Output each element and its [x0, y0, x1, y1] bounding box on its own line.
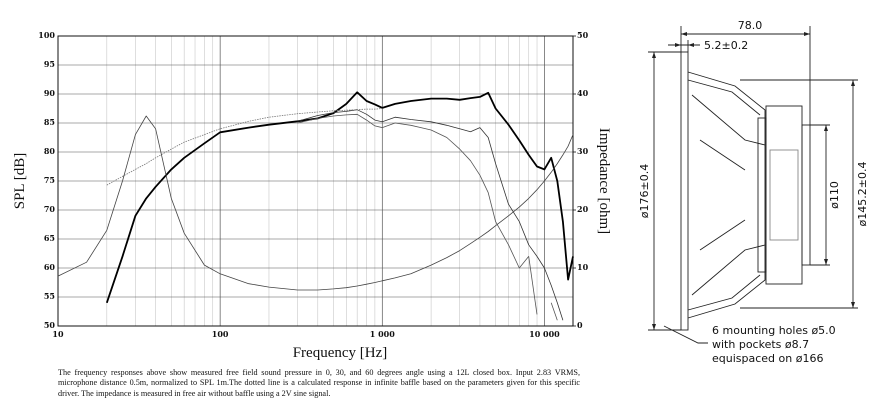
driver-drawing — [648, 26, 858, 344]
pole — [769, 149, 799, 241]
y2-tick-label: 0 — [577, 320, 583, 330]
y2-tick-label: 40 — [577, 88, 589, 98]
x-tick-label: 10 — [52, 329, 64, 339]
depth-label: 78.0 — [738, 19, 763, 32]
back-plate — [801, 124, 811, 266]
flange — [680, 51, 689, 331]
basket — [687, 71, 766, 319]
series-line — [105, 91, 574, 304]
mounting-note: 6 mounting holes ø5.0 — [712, 324, 836, 337]
y-tick-label: 60 — [44, 262, 56, 272]
magnet — [765, 105, 803, 285]
y-tick-label: 70 — [44, 204, 56, 214]
y-tick-label: 65 — [44, 233, 55, 243]
series-line — [297, 113, 558, 321]
x-tick-label: 10 000 — [529, 329, 560, 339]
y2-tick-label: 10 — [577, 262, 589, 272]
y2-tick-label: 50 — [577, 30, 589, 40]
cone — [687, 79, 761, 311]
leader-line — [663, 325, 708, 344]
basket-diameter-label: ø145.2±0.4 — [856, 162, 869, 227]
cone-ribs — [691, 94, 766, 296]
series-line — [106, 108, 383, 186]
y-tick-label: 55 — [44, 291, 55, 301]
x-axis-label: Frequency [Hz] — [293, 345, 388, 361]
magnet-diameter-label: ø110 — [828, 181, 841, 209]
y-tick-label: 100 — [38, 30, 55, 40]
y-tick-label: 90 — [44, 88, 56, 98]
y-tick-label: 80 — [44, 146, 56, 156]
y-tick-label: 50 — [44, 320, 56, 330]
arrows — [652, 32, 855, 330]
y2-tick-label: 20 — [577, 204, 589, 214]
outer-diameter-label: ø176±0.4 — [638, 164, 651, 218]
flange-label: 5.2±0.2 — [704, 39, 748, 52]
footnote: The frequency responses above show measu… — [58, 368, 580, 398]
x-tick-label: 1 000 — [370, 329, 395, 339]
mounting-note: equispaced on ø166 — [712, 352, 823, 365]
x-tick-label: 100 — [212, 329, 229, 339]
mounting-note: with pockets ø8.7 — [712, 338, 809, 351]
plot-frame — [57, 35, 574, 327]
y-axis-label: SPL [dB] — [12, 153, 28, 210]
y2-tick-label: 30 — [577, 146, 589, 156]
arrow-heads — [652, 32, 855, 330]
y-tick-label: 75 — [44, 175, 55, 185]
series-line — [57, 115, 574, 291]
y-tick-label: 85 — [44, 117, 55, 127]
y2-axis-label: Impedance [ohm] — [596, 128, 612, 234]
y-tick-label: 95 — [44, 59, 55, 69]
